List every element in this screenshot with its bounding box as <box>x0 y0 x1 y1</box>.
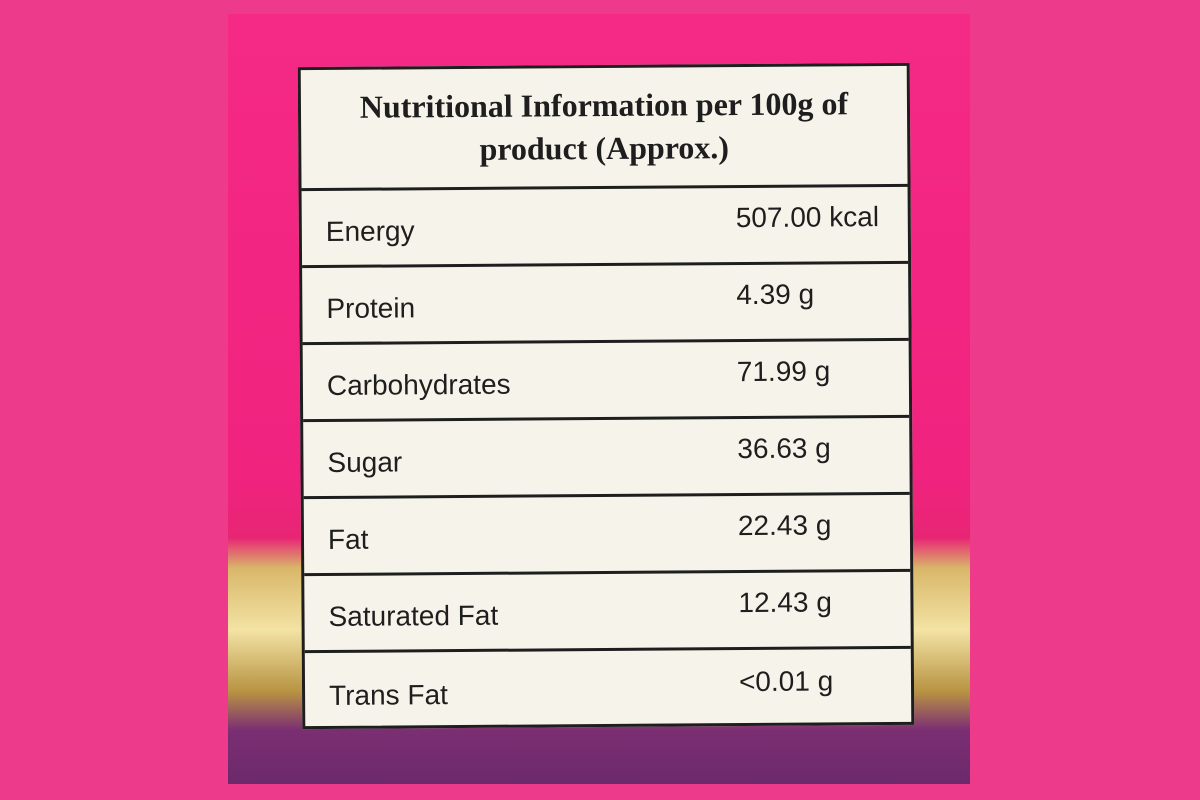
label-header: Nutritional Information per 100g of prod… <box>300 65 908 192</box>
nutrient-amount: <0.01 g <box>738 664 834 697</box>
nutrient-name: Saturated Fat <box>328 599 499 632</box>
nutrient-amount: 22.43 g <box>737 509 832 542</box>
nutrient-name: Carbohydrates <box>326 368 511 401</box>
nutrient-name: Trans Fat <box>328 678 448 711</box>
nutrient-row: Energy 507.00 kcal <box>301 186 909 269</box>
nutrient-row: Trans Fat <0.01 g <box>305 649 912 730</box>
label-title: Nutritional Information per 100g of prod… <box>359 85 849 167</box>
nutrient-name: Protein <box>326 292 416 324</box>
nutrition-label: Nutritional Information per 100g of prod… <box>297 62 915 730</box>
nutrient-amount: 4.39 g <box>736 278 815 311</box>
nutrient-row: Fat 22.43 g <box>303 494 911 577</box>
nutrient-name: Fat <box>327 523 369 555</box>
nutrient-amount: 71.99 g <box>736 355 831 388</box>
nutrient-name: Energy <box>325 215 415 247</box>
nutrient-row: Sugar 36.63 g <box>303 417 910 500</box>
nutrient-row: Carbohydrates 71.99 g <box>302 340 910 423</box>
label-rows: Energy 507.00 kcal Protein 4.39 g Carbohydra… <box>301 186 912 730</box>
nutrient-name: Sugar <box>327 446 403 478</box>
nutrient-amount: 12.43 g <box>738 586 832 619</box>
nutrient-amount: 507.00 kcal <box>735 201 880 234</box>
nutrient-row: Saturated Fat 12.43 g <box>304 571 911 654</box>
nutrient-amount: 36.63 g <box>737 432 831 465</box>
nutrient-row: Protein 4.39 g <box>302 263 909 346</box>
